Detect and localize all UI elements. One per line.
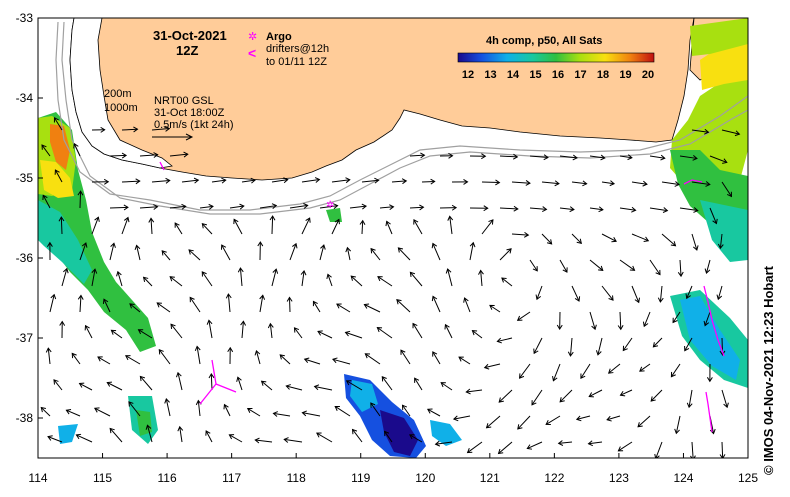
colorbar-tick-label: 19 bbox=[619, 69, 631, 81]
drifter-legend-until: to 01/11 12Z bbox=[266, 56, 327, 68]
current-vector bbox=[211, 374, 212, 390]
current-vector bbox=[110, 155, 126, 156]
current-product: NRT00 GSL bbox=[154, 95, 214, 107]
map-date: 31-Oct-2021 bbox=[153, 28, 227, 43]
current-vector bbox=[482, 182, 499, 183]
lon-tick-label: 125 bbox=[738, 471, 758, 485]
lon-tick-label: 118 bbox=[287, 471, 306, 485]
colorbar bbox=[458, 53, 654, 62]
lat-tick-label: -37 bbox=[16, 331, 34, 345]
colorbar-tick-label: 12 bbox=[462, 69, 474, 81]
map-hour: 12Z bbox=[176, 43, 198, 58]
lon-tick-label: 117 bbox=[222, 471, 241, 485]
argo-legend-label: Argo bbox=[266, 31, 292, 43]
argo-legend-icon: ✲ bbox=[248, 31, 257, 43]
current-vector bbox=[80, 191, 81, 208]
current-vector bbox=[422, 181, 435, 182]
lat-tick-label: -33 bbox=[16, 11, 34, 25]
current-vector bbox=[362, 221, 363, 234]
drifter-legend-label: drifters@12h bbox=[266, 43, 329, 55]
isobath-200m-label: 200m bbox=[104, 88, 132, 100]
colorbar-tick-label: 16 bbox=[552, 69, 564, 81]
colorbar-ticks: 12 13 14 15 16 17 18 19 20 bbox=[462, 69, 654, 81]
lon-tick-label: 123 bbox=[609, 471, 629, 485]
credit-text: © IMOS 04-Nov-2021 12:23 Hobart bbox=[758, 215, 780, 475]
colorbar-tick-label: 13 bbox=[484, 69, 496, 81]
current-vector bbox=[272, 216, 273, 234]
lon-tick-label: 120 bbox=[415, 471, 435, 485]
colorbar-title: 4h comp, p50, All Sats bbox=[486, 35, 602, 47]
colorbar-tick-label: 20 bbox=[642, 69, 654, 81]
lon-tick-label: 122 bbox=[544, 471, 564, 485]
lat-tick-label: -38 bbox=[16, 411, 34, 425]
colorbar-tick-label: 15 bbox=[529, 69, 541, 81]
lat-tick-label: -34 bbox=[16, 91, 34, 105]
colorbar-tick-label: 14 bbox=[507, 69, 520, 81]
current-vector bbox=[110, 207, 128, 208]
current-valid-time: 31-Oct 18:00Z bbox=[154, 107, 225, 119]
lat-tick-label: -35 bbox=[16, 171, 34, 185]
isobath-1000m-label: 1000m bbox=[104, 102, 138, 114]
lon-tick-label: 115 bbox=[93, 471, 112, 485]
lon-tick-label: 119 bbox=[351, 471, 370, 485]
current-vector bbox=[722, 442, 723, 458]
current-vector bbox=[61, 217, 62, 234]
lat-tick-label: -36 bbox=[16, 251, 34, 265]
lon-tick-label: 121 bbox=[480, 471, 500, 485]
current-scale-label: 0.5m/s (1kt 24h) bbox=[154, 119, 233, 131]
lon-tick-label: 116 bbox=[158, 471, 177, 485]
lon-tick-label: 114 bbox=[28, 471, 47, 485]
current-vector bbox=[289, 297, 290, 312]
lon-tick-label: 124 bbox=[673, 471, 693, 485]
drifter-legend-icon: < bbox=[248, 45, 256, 61]
colorbar-tick-label: 17 bbox=[574, 69, 586, 81]
argo-float-icon: ✲ bbox=[326, 200, 334, 211]
colorbar-tick-label: 18 bbox=[597, 69, 609, 81]
